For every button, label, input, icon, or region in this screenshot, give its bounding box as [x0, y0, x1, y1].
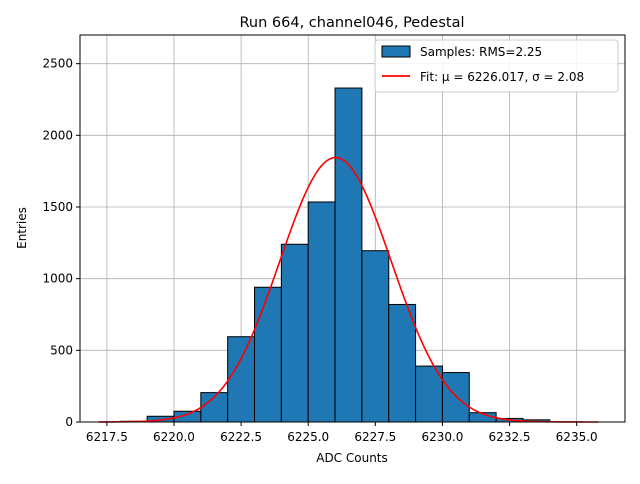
- histogram-bar: [334, 87, 363, 423]
- histogram-bars: [119, 87, 551, 423]
- x-tick-label: 6230.0: [421, 430, 463, 444]
- x-tick-label: 6232.5: [489, 430, 531, 444]
- x-tick-label: 6220.0: [153, 430, 195, 444]
- x-axis-label: ADC Counts: [316, 451, 388, 465]
- y-tick-label: 2500: [42, 57, 73, 71]
- x-tick-label: 6217.5: [86, 430, 128, 444]
- legend-box: [374, 39, 619, 93]
- y-tick-label: 1000: [42, 272, 73, 286]
- histogram-bar: [441, 372, 470, 423]
- histogram-bar: [254, 286, 282, 423]
- y-axis-label: Entries: [15, 207, 29, 249]
- fit-curve: [98, 156, 599, 423]
- y-tick-label: 2000: [42, 128, 73, 142]
- chart-title: Run 664, channel046, Pedestal: [239, 15, 464, 31]
- histogram-bar: [361, 250, 390, 423]
- histogram-bar: [280, 243, 309, 423]
- histogram-bar: [388, 303, 417, 423]
- legend-histogram-label: Samples: RMS=2.25: [420, 45, 542, 59]
- x-tick-label: 6225.0: [287, 430, 329, 444]
- y-tick-label: 500: [50, 343, 73, 357]
- x-tick-label: 6222.5: [220, 430, 262, 444]
- histogram-bar: [307, 201, 336, 423]
- x-tick-label: 6235.0: [556, 430, 598, 444]
- legend-fit-label: Fit: μ = 6226.017, σ = 2.08: [420, 70, 584, 84]
- y-axis: 0 500 1000 1500 2000 2500: [42, 57, 80, 429]
- histogram-bar: [415, 365, 443, 423]
- y-tick-label: 0: [65, 415, 73, 429]
- legend: Samples: RMS=2.25 Fit: μ = 6226.017, σ =…: [374, 39, 619, 93]
- x-axis: 6217.5 6220.0 6222.5 6225.0 6227.5 6230.0 6232…: [86, 422, 598, 444]
- histogram-bar: [227, 336, 256, 423]
- y-tick-label: 1500: [42, 200, 73, 214]
- x-tick-label: 6227.5: [354, 430, 396, 444]
- fit-curve-group: [98, 156, 599, 423]
- legend-histogram-swatch: [381, 45, 411, 58]
- plot-frame: [79, 34, 626, 423]
